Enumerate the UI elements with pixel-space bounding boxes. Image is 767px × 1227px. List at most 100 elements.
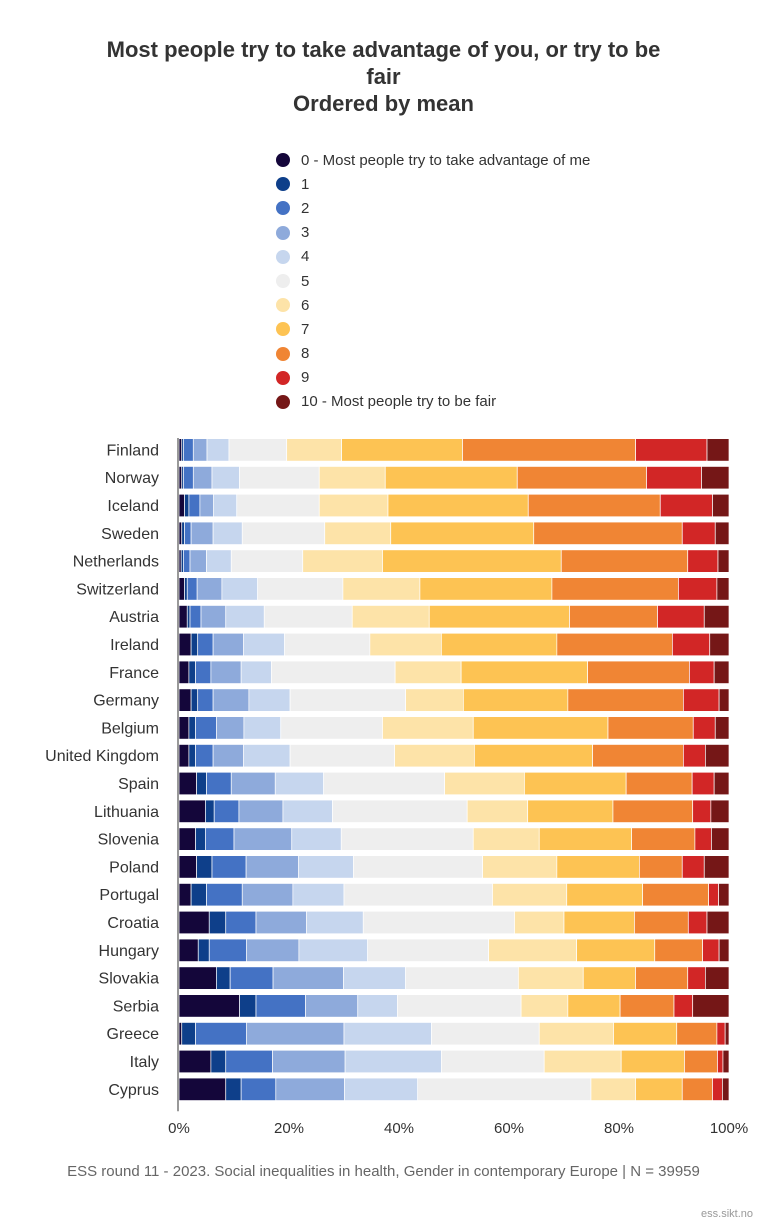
bar-segment[interactable] <box>211 855 247 879</box>
bar-segment[interactable] <box>206 771 232 796</box>
bar-segment[interactable] <box>178 744 190 768</box>
bar-segment[interactable] <box>441 632 558 657</box>
bar-segment[interactable] <box>184 493 190 518</box>
bar-segment[interactable] <box>474 744 593 768</box>
bar-segment[interactable] <box>178 771 197 796</box>
bar-segment[interactable] <box>516 466 647 490</box>
bar-segment[interactable] <box>428 605 570 629</box>
bar-segment[interactable] <box>702 938 720 962</box>
bar-segment[interactable] <box>196 855 213 879</box>
bar-segment[interactable] <box>551 577 679 601</box>
bar-segment[interactable] <box>642 883 710 907</box>
bar-segment[interactable] <box>387 493 529 518</box>
bar-segment[interactable] <box>238 799 284 823</box>
bar-segment[interactable] <box>212 521 243 545</box>
bar-segment[interactable] <box>607 716 694 740</box>
bar-segment[interactable] <box>188 493 201 518</box>
bar-segment[interactable] <box>382 549 562 573</box>
bar-segment[interactable] <box>397 994 522 1018</box>
bar-segment[interactable] <box>210 660 242 684</box>
bar-segment[interactable] <box>178 577 185 601</box>
bar-segment[interactable] <box>341 438 463 462</box>
legend-item[interactable]: 9 <box>276 366 590 390</box>
legend-item[interactable]: 10 - Most people try to be fair <box>276 390 590 414</box>
bar-segment[interactable] <box>197 688 214 712</box>
bar-segment[interactable] <box>631 827 696 851</box>
bar-segment[interactable] <box>178 466 183 490</box>
bar-segment[interactable] <box>722 1077 730 1101</box>
bar-segment[interactable] <box>192 438 208 462</box>
bar-segment[interactable] <box>517 966 584 990</box>
bar-segment[interactable] <box>472 716 609 740</box>
bar-segment[interactable] <box>687 910 708 935</box>
bar-segment[interactable] <box>431 1022 540 1046</box>
bar-segment[interactable] <box>186 577 198 601</box>
bar-segment[interactable] <box>272 966 344 990</box>
bar-segment[interactable] <box>255 994 306 1018</box>
bar-segment[interactable] <box>692 994 730 1018</box>
bar-segment[interactable] <box>394 744 475 768</box>
bar-segment[interactable] <box>566 883 644 907</box>
bar-segment[interactable] <box>682 744 706 768</box>
bar-segment[interactable] <box>704 966 730 990</box>
bar-segment[interactable] <box>275 1077 345 1101</box>
bar-segment[interactable] <box>183 438 194 462</box>
bar-segment[interactable] <box>178 660 190 684</box>
bar-segment[interactable] <box>638 855 683 879</box>
bar-segment[interactable] <box>178 799 206 823</box>
bar-segment[interactable] <box>213 493 238 518</box>
bar-segment[interactable] <box>178 521 183 545</box>
bar-segment[interactable] <box>263 605 353 629</box>
bar-segment[interactable] <box>178 938 199 962</box>
bar-segment[interactable] <box>178 688 192 712</box>
bar-segment[interactable] <box>625 771 693 796</box>
bar-segment[interactable] <box>714 716 730 740</box>
legend-item[interactable]: 4 <box>276 245 590 269</box>
legend-item[interactable]: 1 <box>276 172 590 196</box>
bar-segment[interactable] <box>188 660 196 684</box>
bar-segment[interactable] <box>195 827 206 851</box>
bar-segment[interactable] <box>196 771 207 796</box>
bar-segment[interactable] <box>239 466 320 490</box>
bar-segment[interactable] <box>706 438 730 462</box>
bar-segment[interactable] <box>709 632 730 657</box>
bar-segment[interactable] <box>324 521 392 545</box>
bar-segment[interactable] <box>239 994 257 1018</box>
bar-segment[interactable] <box>221 577 258 601</box>
bar-segment[interactable] <box>197 632 214 657</box>
bar-segment[interactable] <box>190 521 214 545</box>
bar-segment[interactable] <box>351 605 430 629</box>
bar-segment[interactable] <box>241 883 294 907</box>
bar-segment[interactable] <box>343 966 406 990</box>
bar-segment[interactable] <box>286 438 342 462</box>
bar-segment[interactable] <box>582 966 636 990</box>
bar-segment[interactable] <box>282 799 333 823</box>
bar-segment[interactable] <box>206 549 232 573</box>
bar-segment[interactable] <box>190 632 199 657</box>
legend-item[interactable]: 8 <box>276 342 590 366</box>
bar-segment[interactable] <box>212 632 244 657</box>
bar-segment[interactable] <box>556 855 640 879</box>
bar-segment[interactable] <box>248 688 291 712</box>
bar-segment[interactable] <box>225 1077 242 1101</box>
legend-item[interactable]: 6 <box>276 293 590 317</box>
bar-segment[interactable] <box>488 938 577 962</box>
bar-segment[interactable] <box>706 910 730 935</box>
bar-segment[interactable] <box>567 688 684 712</box>
bar-segment[interactable] <box>178 966 217 990</box>
bar-segment[interactable] <box>178 855 197 879</box>
bar-segment[interactable] <box>538 1022 614 1046</box>
bar-segment[interactable] <box>701 466 730 490</box>
legend-item[interactable]: 5 <box>276 269 590 293</box>
bar-segment[interactable] <box>184 521 192 545</box>
bar-segment[interactable] <box>211 466 240 490</box>
bar-segment[interactable] <box>590 1077 636 1101</box>
bar-segment[interactable] <box>646 466 702 490</box>
bar-segment[interactable] <box>188 744 196 768</box>
bar-segment[interactable] <box>229 966 274 990</box>
bar-segment[interactable] <box>243 716 282 740</box>
bar-segment[interactable] <box>718 938 730 962</box>
bar-segment[interactable] <box>678 577 718 601</box>
bar-segment[interactable] <box>195 716 217 740</box>
bar-segment[interactable] <box>466 799 529 823</box>
